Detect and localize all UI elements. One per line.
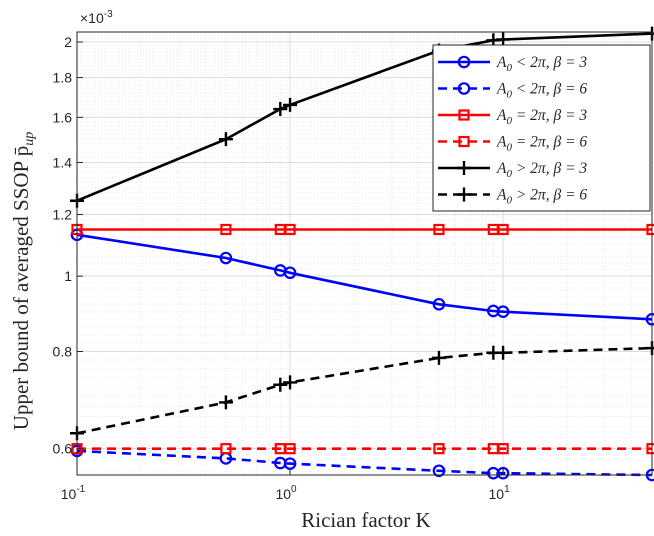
legend-label-2: A0 < 2π, β = 6 (496, 81, 587, 101)
legend-label-1: A0 < 2π, β = 3 (496, 54, 587, 74)
x-tick-label: 100 (275, 484, 297, 502)
data-point-3 (497, 223, 509, 236)
series-line-2 (76, 449, 653, 477)
data-point-6 (218, 395, 233, 410)
y-axis-label: Upper bound of averaged SSOP p̄up (9, 132, 37, 430)
y-tick-label: 1.2 (53, 207, 73, 223)
y-tick-label: 1.6 (53, 109, 73, 125)
legend-label-3: A0 = 2π, β = 3 (496, 107, 587, 127)
y-tick-label: 1 (64, 268, 72, 284)
data-point-1 (219, 251, 233, 265)
legend-marker-6 (457, 187, 471, 202)
data-point-3 (284, 223, 296, 236)
legend-marker-3 (458, 109, 470, 121)
y-tick-label: 0.6 (53, 441, 73, 457)
data-point-4 (220, 443, 232, 455)
y-multiplier-label: ×10-3 (80, 9, 113, 26)
legend: A0 < 2π, β = 3 A0 < 2π, β = 6 A0 = 2π, β =… (432, 44, 651, 212)
plot-frame (76, 31, 653, 476)
data-point-1 (432, 297, 446, 311)
x-axis-label: Rician factor K (301, 508, 430, 532)
y-tick-label: 0.8 (53, 343, 73, 359)
legend-marker-5 (457, 161, 471, 175)
series-line-1 (76, 233, 653, 321)
data-point-5 (283, 97, 298, 112)
x-tick-label: 10-1 (61, 484, 86, 502)
legend-marker-4 (458, 135, 470, 148)
legend-box (432, 44, 651, 212)
legend-label-6: A0 > 2π, β = 6 (496, 187, 587, 207)
data-point-4 (433, 443, 445, 455)
data-point-2 (283, 457, 297, 470)
y-tick-label: 2 (64, 34, 72, 50)
legend-label-4: A0 = 2π, β = 6 (496, 134, 587, 154)
data-point-5 (496, 32, 511, 47)
data-point-5 (273, 102, 288, 117)
y-tick-label: 1.8 (53, 70, 73, 86)
data-point-1 (496, 305, 510, 319)
data-point-6 (283, 375, 298, 390)
x-tick-label: 101 (489, 484, 511, 502)
data-point-2 (496, 466, 510, 480)
data-point-2 (432, 464, 446, 478)
data-point-6 (496, 345, 511, 360)
data-point-4 (284, 443, 296, 455)
data-point-3 (220, 223, 232, 236)
y-tick-label: 1.4 (53, 154, 73, 170)
data-point-6 (273, 377, 288, 392)
data-point-5 (218, 132, 233, 147)
legend-marker-2 (457, 82, 471, 95)
data-point-3 (433, 223, 445, 236)
data-point-4 (497, 443, 509, 455)
data-point-6 (431, 350, 446, 365)
legend-marker-1 (457, 55, 471, 69)
data-point-1 (283, 266, 297, 280)
tick-layer: 0.6 0.8 1 1.2 1.4 1.6 1.8 2 10-1 100 101 (53, 34, 511, 502)
legend-label-5: A0 > 2π, β = 3 (496, 160, 587, 180)
